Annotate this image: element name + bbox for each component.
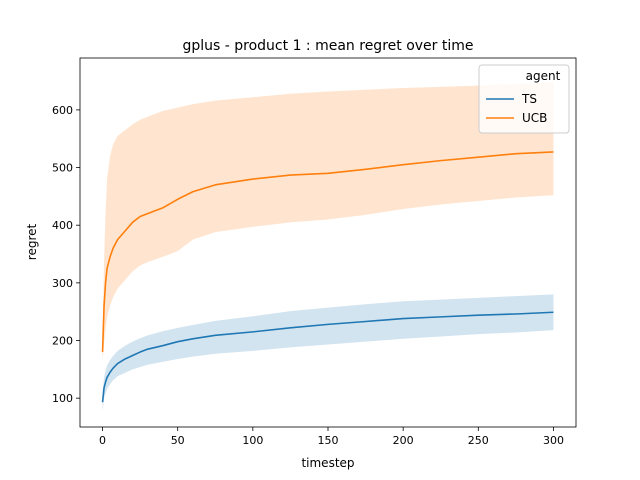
x-tick-label: 0 xyxy=(99,434,106,447)
x-tick-label: 250 xyxy=(468,434,489,447)
y-tick-label: 300 xyxy=(52,277,73,290)
y-tick-label: 200 xyxy=(52,335,73,348)
y-axis-ticks: 100 200 300 400 500 600 xyxy=(52,104,80,405)
series-line-ts xyxy=(101,311,554,403)
confidence-band-ts xyxy=(102,294,554,412)
chart-title: gplus - product 1 : mean regret over tim… xyxy=(182,38,473,54)
legend: agent TS UCB xyxy=(478,64,570,134)
y-tick-label: 400 xyxy=(52,219,73,232)
x-axis-ticks: 0 50 100 150 200 250 300 xyxy=(99,427,564,447)
confidence-bands xyxy=(102,82,554,412)
x-tick-label: 100 xyxy=(242,434,263,447)
x-tick-label: 150 xyxy=(318,434,339,447)
series-lines xyxy=(101,151,554,403)
y-axis-label: regret xyxy=(25,223,39,260)
legend-title: agent xyxy=(526,69,561,83)
plot-frame xyxy=(79,57,577,428)
legend-box xyxy=(478,64,570,134)
y-tick-label: 100 xyxy=(52,392,73,405)
x-tick-label: 200 xyxy=(393,434,414,447)
y-tick-label: 500 xyxy=(52,162,73,175)
x-axis-label: timestep xyxy=(301,456,354,470)
series-line-ucb xyxy=(101,151,554,353)
confidence-band-ucb xyxy=(102,82,554,361)
x-tick-label: 50 xyxy=(171,434,185,447)
legend-label-ucb: UCB xyxy=(522,111,547,125)
legend-label-ts: TS xyxy=(521,92,537,106)
y-tick-label: 600 xyxy=(52,104,73,117)
x-tick-label: 300 xyxy=(543,434,564,447)
